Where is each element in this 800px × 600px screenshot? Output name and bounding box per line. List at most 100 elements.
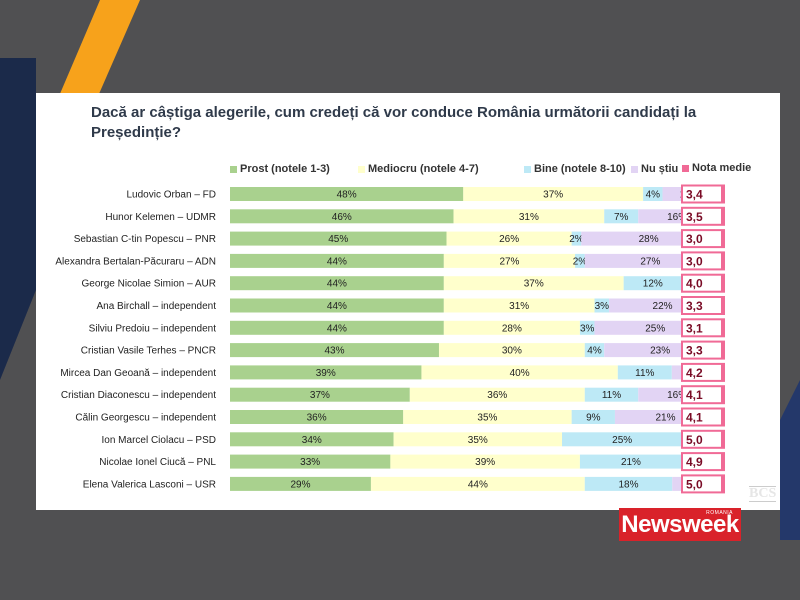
data-label: 43% [324, 346, 344, 357]
data-label: 37% [524, 279, 544, 290]
bar-segment-0 [230, 276, 444, 291]
bar-segment-1 [438, 343, 585, 358]
legend-bine: Bine (notele 8-10) [524, 163, 626, 175]
nota-medie-accent [721, 386, 724, 404]
data-label: 22% [653, 301, 673, 312]
bar-segment-2 [643, 187, 663, 201]
bar-segment-2 [562, 432, 683, 447]
category-label: Ana Birchall – independent [96, 301, 216, 312]
chart-title: Dacă ar câștiga alegerile, cum credeți c… [91, 104, 697, 141]
bar-segment-2 [584, 343, 605, 358]
bar-segment-1 [409, 387, 585, 402]
category-label: Hunor Kelemen – UDMR [105, 212, 216, 223]
data-label: 39% [316, 368, 336, 379]
data-label: 46% [332, 212, 352, 223]
legend-label-bine: Bine (notele 8-10) [534, 163, 626, 175]
bar-segment-0 [230, 432, 394, 447]
nota-medie-value: 4,9 [686, 455, 703, 469]
data-label: 30% [502, 346, 522, 357]
logo-subtext: ROMANIA [706, 510, 733, 516]
legend-swatch-nota-medie [682, 164, 689, 172]
bar-segment-1 [463, 187, 644, 201]
bar-segment-2 [584, 476, 673, 491]
category-label: Alexandra Bertalan-Păcuraru – ADN [55, 256, 216, 267]
legend-label-nu-stiu: Nu știu [641, 163, 679, 175]
bar-segment-1 [403, 410, 572, 424]
data-label: 36% [307, 413, 327, 424]
nota-medie-accent [721, 297, 724, 314]
category-label: Ion Marcel Ciolacu – PSD [102, 435, 217, 446]
data-label: 2% [573, 256, 588, 267]
category-label: Mircea Dan Geoană – independent [60, 368, 216, 379]
bar-segment-1 [443, 276, 624, 291]
nota-medie-value: 3,4 [686, 188, 703, 202]
category-label: Silviu Predoiu – independent [89, 323, 217, 334]
nota-medie-accent [721, 408, 724, 426]
data-label: 16% [667, 390, 687, 401]
data-label: 7% [614, 212, 629, 223]
data-label: 25% [612, 435, 632, 446]
nota-medie-accent [721, 319, 724, 337]
data-label: 25% [645, 323, 665, 334]
data-label: 31% [509, 301, 529, 312]
data-label: 23% [650, 346, 670, 357]
nota-medie-value: 5,0 [686, 433, 703, 447]
legend-swatch-mediocru [358, 165, 365, 173]
data-label: 3% [580, 323, 595, 334]
nota-medie-accent [721, 475, 724, 493]
category-label: George Nicolae Simion – AUR [81, 279, 216, 290]
chart-panel: Dacă ar câștiga alegerile, cum credeți c… [36, 93, 780, 510]
legend-swatch-prost [230, 165, 237, 173]
category-label: Cristian Diaconescu – independent [61, 390, 216, 401]
legend-mediocru: Mediocru (notele 4-7) [358, 163, 479, 175]
bar-segment-2 [584, 387, 639, 402]
data-label: 44% [327, 279, 347, 290]
navy-stripe-left [0, 58, 36, 380]
nota-medie-value: 4,2 [686, 366, 703, 380]
nota-medie-accent [721, 252, 724, 270]
data-label: 35% [477, 413, 497, 424]
data-label: 9% [586, 413, 601, 424]
bar-segment-0 [230, 343, 439, 358]
nota-medie-value: 3,3 [686, 344, 703, 358]
nota-medie-value: 4,1 [686, 388, 703, 402]
data-label: 28% [502, 323, 522, 334]
bar-segment-2 [571, 410, 615, 424]
data-label: 44% [327, 301, 347, 312]
legend-label-nota-medie: Nota medie [692, 162, 752, 174]
data-label: 44% [327, 256, 347, 267]
legend-prost: Prost (notele 1-3) [230, 163, 330, 175]
data-label: 33% [300, 457, 320, 468]
data-label: 27% [499, 256, 519, 267]
category-label: Sebastian C-tin Popescu – PNR [74, 234, 216, 245]
data-label: 45% [328, 234, 348, 245]
bar-segment-0 [230, 365, 422, 380]
category-label: Călin Georgescu – independent [75, 413, 216, 424]
data-label: 4% [646, 190, 661, 201]
legend-swatch-nu-stiu [631, 165, 638, 173]
bar-segment-2 [594, 298, 610, 313]
bar-segment-0 [230, 231, 447, 246]
data-label: 37% [543, 190, 563, 201]
category-label: Cristian Vasile Terhes – PNCR [81, 346, 216, 357]
nota-medie-value: 4,1 [686, 411, 703, 425]
data-label: 48% [337, 190, 357, 201]
bar-segment-2 [579, 320, 595, 335]
bar-segment-1 [370, 476, 585, 491]
nota-medie-value: 3,3 [686, 299, 703, 313]
category-label: Ludovic Orban – FD [127, 190, 217, 201]
nota-medie-accent [721, 363, 724, 381]
legend-label-mediocru: Mediocru (notele 4-7) [368, 163, 479, 175]
bar-segment-0 [230, 298, 444, 313]
data-label: 11% [635, 368, 654, 379]
data-label: 12% [643, 279, 663, 290]
data-label: 40% [510, 368, 530, 379]
data-label: 27% [640, 256, 660, 267]
nota-medie-accent [721, 453, 724, 471]
data-label: 31% [519, 212, 539, 223]
data-label: 2% [569, 234, 584, 245]
data-label: 16% [667, 212, 687, 223]
bar-segment-2 [617, 365, 672, 380]
bar-segment-0 [230, 454, 391, 469]
bar-segment-0 [230, 476, 371, 491]
